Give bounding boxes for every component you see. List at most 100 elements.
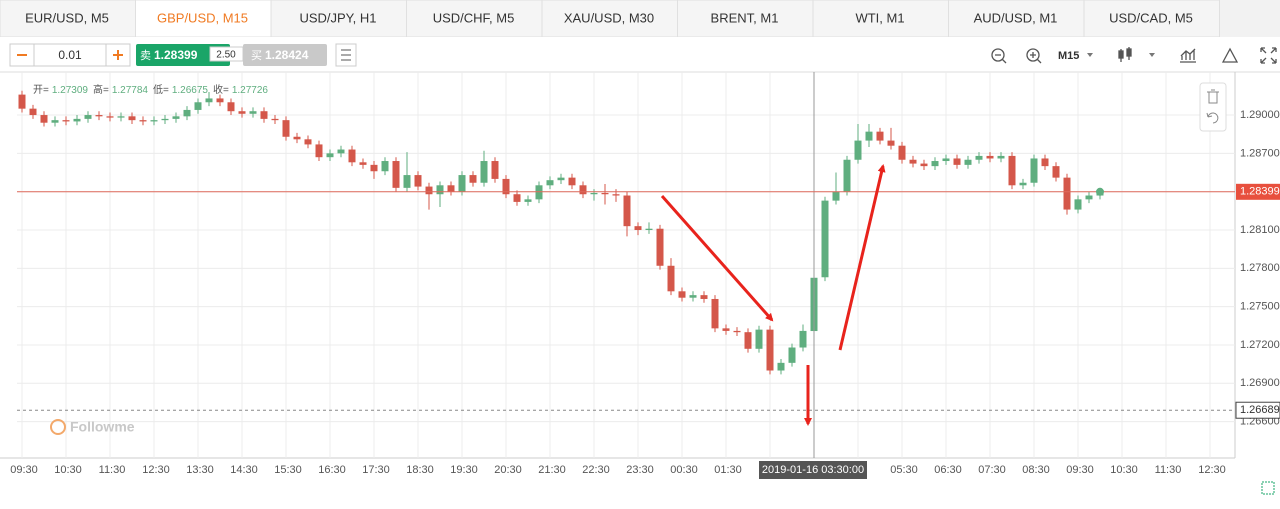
x-tick-label: 11:30: [1155, 464, 1182, 476]
ohlc-value: 1.27309: [52, 85, 89, 96]
right-tools: [991, 47, 1277, 64]
candle-body: [557, 177, 565, 181]
tab-background: [270, 0, 407, 38]
candle-body: [601, 192, 609, 195]
tab[interactable]: GBP/USD, M15: [135, 0, 272, 38]
candle-body: [227, 102, 235, 112]
candle-body: [337, 149, 345, 154]
low-line-label: 1.26689: [1240, 404, 1280, 416]
candle-body: [975, 155, 983, 160]
watermark-logo: [50, 419, 66, 435]
candle-body: [733, 330, 741, 333]
candle-body: [997, 155, 1005, 159]
sell-button[interactable]: [136, 44, 230, 66]
timeframe[interactable]: M15: [1058, 50, 1079, 62]
ohlc-label: 开=: [33, 85, 49, 96]
candle-body: [150, 120, 158, 122]
candle-body: [711, 298, 719, 329]
candle-body: [480, 161, 488, 183]
zoom-out[interactable]: [991, 48, 1005, 62]
tab[interactable]: USD/JPY, H1: [270, 0, 407, 38]
candle-body: [491, 161, 499, 179]
candle-body: [623, 195, 631, 227]
x-tick-label: 09:30: [1066, 464, 1094, 476]
arrow-down: [660, 195, 774, 322]
candle-body: [216, 98, 224, 103]
candle-body: [546, 180, 554, 186]
x-tick-label: 18:30: [406, 464, 434, 476]
candle-body: [568, 177, 576, 186]
candle-body: [865, 131, 873, 141]
x-tick-label: 07:30: [978, 464, 1006, 476]
candle-body: [381, 161, 389, 172]
tab[interactable]: USD/CAD, M5: [1083, 0, 1220, 38]
delete-icon[interactable]: [1207, 89, 1219, 104]
x-tick-label: 21:30: [538, 464, 566, 476]
candle-body: [1074, 199, 1082, 210]
candle-body: [953, 158, 961, 165]
sell-price: 1.28399: [154, 48, 198, 62]
tab[interactable]: WTI, M1: [812, 0, 949, 38]
x-tick-label: 19:30: [450, 464, 478, 476]
tab[interactable]: EUR/USD, M5: [0, 0, 136, 38]
x-tick-label: 14:30: [230, 464, 258, 476]
watermark: Followme: [70, 419, 135, 435]
tab[interactable]: BRENT, M1: [677, 0, 814, 38]
candle-body: [414, 175, 422, 187]
candle-body: [898, 145, 906, 160]
candle-body: [425, 186, 433, 195]
candle-body: [854, 140, 862, 160]
candle-body: [1030, 158, 1038, 183]
status-icon: [1261, 481, 1275, 495]
candle-body: [260, 111, 268, 119]
tab[interactable]: XAU/USD, M30: [541, 0, 678, 38]
candle-body: [887, 140, 895, 146]
candle-body: [315, 144, 323, 158]
tab-label: WTI, M1: [855, 10, 904, 25]
candle-body: [359, 162, 367, 165]
buy-button[interactable]: [243, 44, 327, 66]
x-tick-label: 13:30: [186, 464, 214, 476]
ohlc-label: 高=: [93, 83, 109, 96]
ohlc-legend: 开= 1.27309 高= 1.27784 低= 1.26675 收= 1.27726: [33, 83, 268, 96]
candle-body: [821, 200, 829, 278]
tab-label: XAU/USD, M30: [564, 10, 654, 25]
x-tick-label: 17:30: [362, 464, 390, 476]
candle-body: [942, 158, 950, 162]
crosshair-label-box: [759, 461, 867, 479]
annotations: [660, 164, 886, 426]
tab-label: GBP/USD, M15: [157, 10, 248, 25]
candle-body: [282, 120, 290, 137]
menu-icon: [341, 49, 351, 61]
x-tick-label: 08:30: [1022, 464, 1050, 476]
plot: 1.29000 1.28700 1.28100 1.27800 1.27500 1.272…: [10, 72, 1280, 479]
candle-body: [51, 120, 59, 123]
y-tick-label: 1.26900: [1240, 377, 1280, 389]
y-tick-label: 1.28100: [1240, 224, 1280, 236]
price-box: [1236, 183, 1280, 200]
x-tick-label: 12:30: [142, 464, 170, 476]
candle-body: [1052, 166, 1060, 178]
tab[interactable]: USD/CHF, M5: [406, 0, 543, 38]
candle-body: [238, 111, 246, 114]
undo-icon[interactable]: [1206, 112, 1219, 124]
tab-background: [948, 0, 1085, 38]
candle-body: [95, 115, 103, 117]
candle-body: [1063, 177, 1071, 210]
x-tick-label: 10:30: [54, 464, 82, 476]
zoom-in[interactable]: [1026, 48, 1040, 62]
candle-body: [348, 149, 356, 163]
tab-label: USD/CHF, M5: [433, 10, 515, 25]
y-tick-label: 1.27800: [1240, 262, 1280, 274]
candle-body: [678, 291, 686, 298]
y-tick-label: 1.28700: [1240, 147, 1280, 159]
tab[interactable]: AUD/USD, M1: [948, 0, 1085, 38]
candle-body: [128, 116, 136, 121]
candle-body: [249, 111, 257, 114]
candle-body: [172, 116, 180, 119]
candle-body: [964, 159, 972, 165]
x-tick-label: 00:30: [670, 464, 698, 476]
x-tick-label: 20:30: [494, 464, 522, 476]
tab-background: [1083, 0, 1220, 38]
